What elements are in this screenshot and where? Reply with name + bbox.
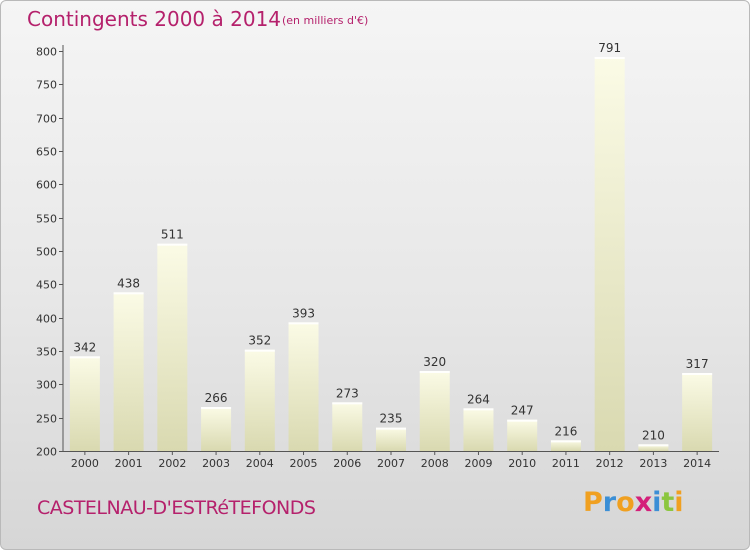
x-tick-label: 2009: [464, 457, 492, 470]
bar: [113, 292, 144, 451]
x-tick-label: 2006: [333, 457, 361, 470]
bar-top-highlight: [201, 407, 232, 409]
logo-letter: i: [652, 487, 662, 518]
y-tick-label: 800: [36, 46, 57, 59]
x-tick-label: 2004: [246, 457, 274, 470]
bar: [419, 371, 450, 451]
x-tick-label: 2011: [552, 457, 580, 470]
data-label: 393: [292, 306, 315, 320]
bar-top-highlight: [682, 373, 713, 375]
bar-top-highlight: [69, 356, 100, 359]
y-tick-label: 200: [36, 446, 57, 459]
commune-name: CASTELNAU-D'ESTRéTEFONDS: [37, 497, 316, 519]
y-tick-label: 700: [36, 113, 57, 126]
data-label: 352: [248, 334, 271, 348]
data-label: 247: [511, 404, 534, 418]
logo-letter: o: [616, 487, 635, 518]
bar: [376, 427, 406, 451]
data-label: 235: [380, 412, 403, 426]
bar-top-highlight: [419, 371, 450, 373]
data-label: 210: [642, 428, 665, 442]
bar-top-highlight: [113, 292, 144, 295]
bar: [244, 349, 275, 451]
bar: [682, 373, 713, 451]
bar: [201, 407, 232, 451]
x-tick-label: 2002: [158, 457, 186, 470]
bar: [157, 243, 188, 451]
logo-letter: r: [602, 487, 617, 518]
x-tick-label: 2005: [290, 457, 318, 470]
x-tick-label: 2014: [683, 457, 711, 470]
bar-top-highlight: [638, 444, 669, 447]
bar-top-highlight: [332, 402, 363, 405]
x-tick-label: 2001: [115, 457, 143, 470]
y-tick-label: 250: [36, 413, 57, 426]
data-label: 342: [73, 340, 96, 354]
logo-letter: P: [583, 487, 603, 518]
data-label: 791: [598, 41, 621, 55]
y-tick-label: 750: [36, 79, 57, 92]
y-tick-label: 450: [36, 279, 57, 292]
x-tick-label: 2000: [71, 457, 99, 470]
data-label: 273: [336, 386, 359, 400]
bar-top-highlight: [157, 243, 188, 246]
bar-top-highlight: [376, 427, 406, 430]
chart-unit: (en milliers d'€): [282, 14, 369, 27]
x-tick-label: 2010: [508, 457, 536, 470]
data-label: 511: [161, 228, 184, 242]
logo-letter: x: [634, 487, 653, 518]
x-tick-label: 2003: [202, 457, 230, 470]
bar: [507, 419, 538, 451]
bar: [638, 444, 669, 451]
bar: [463, 408, 494, 451]
y-tick-label: 300: [36, 379, 57, 392]
bar-top-highlight: [550, 440, 581, 443]
bar-top-highlight: [463, 408, 494, 411]
y-tick-label: 650: [36, 146, 57, 159]
y-tick-label: 500: [36, 246, 57, 259]
bar: [332, 402, 363, 451]
bar: [69, 356, 100, 451]
logo-letter: i: [674, 487, 684, 518]
x-tick-label: 2007: [377, 457, 405, 470]
y-tick-label: 400: [36, 313, 57, 326]
data-label: 438: [117, 276, 140, 290]
bar: [550, 440, 581, 451]
y-tick-label: 600: [36, 179, 57, 192]
data-label: 266: [205, 391, 228, 405]
bar-top-highlight: [244, 349, 275, 352]
y-tick-label: 350: [36, 346, 57, 359]
bar: [594, 57, 625, 451]
data-label: 216: [554, 424, 577, 438]
x-tick-label: 2012: [596, 457, 624, 470]
proxiti-logo: Proxiti: [583, 487, 684, 518]
bar: [288, 322, 319, 451]
x-tick-label: 2008: [421, 457, 449, 470]
y-tick-label: 550: [36, 213, 57, 226]
x-tick-label: 2013: [639, 457, 667, 470]
logo-letter: t: [661, 487, 675, 518]
data-label: 317: [686, 357, 709, 371]
data-label: 320: [423, 355, 446, 369]
bar-top-highlight: [594, 57, 625, 59]
chart-title: Contingents 2000 à 2014: [27, 7, 282, 31]
bar-top-highlight: [288, 322, 319, 325]
data-label: 264: [467, 392, 490, 406]
bar-top-highlight: [507, 419, 538, 422]
